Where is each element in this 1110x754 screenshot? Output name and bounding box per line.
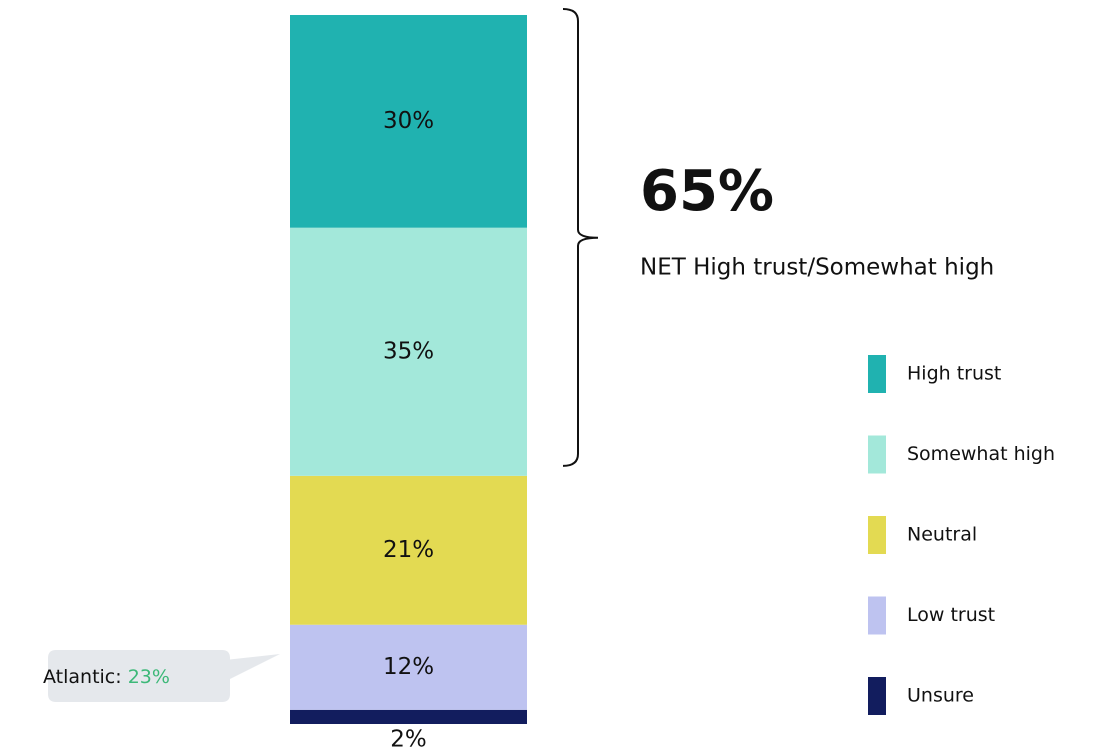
data-label: 12% — [383, 654, 434, 680]
bar-segment — [290, 15, 527, 228]
data-label: 35% — [383, 338, 434, 364]
legend-swatch — [868, 516, 886, 554]
brace — [562, 8, 599, 467]
callout-value: 23% — [128, 666, 170, 688]
legend-label: Low trust — [907, 604, 995, 626]
legend-swatch — [868, 435, 886, 474]
callout-label: Atlantic: — [43, 666, 122, 688]
data-label: 21% — [383, 537, 434, 563]
legend-swatch — [868, 355, 886, 393]
bar-segment — [290, 475, 527, 625]
callout: Atlantic: 23% — [43, 650, 280, 702]
legend-swatch — [868, 596, 886, 635]
legend-label: High trust — [907, 363, 1001, 385]
callout-box — [48, 650, 230, 702]
net-value: 65% — [640, 159, 774, 224]
data-label: 30% — [383, 108, 434, 134]
bar-segment — [290, 709, 527, 724]
legend-label: Neutral — [907, 524, 977, 546]
callout-text: Atlantic: 23% — [43, 666, 170, 688]
bar-segment — [290, 624, 527, 710]
legend-label: Somewhat high — [907, 443, 1055, 465]
bar-segment — [290, 227, 527, 476]
legend-label: Unsure — [907, 685, 974, 707]
callout-pointer — [225, 654, 280, 680]
data-label: 2% — [390, 727, 427, 753]
net-label: NET High trust/Somewhat high — [640, 255, 994, 281]
legend-swatch — [868, 677, 886, 715]
